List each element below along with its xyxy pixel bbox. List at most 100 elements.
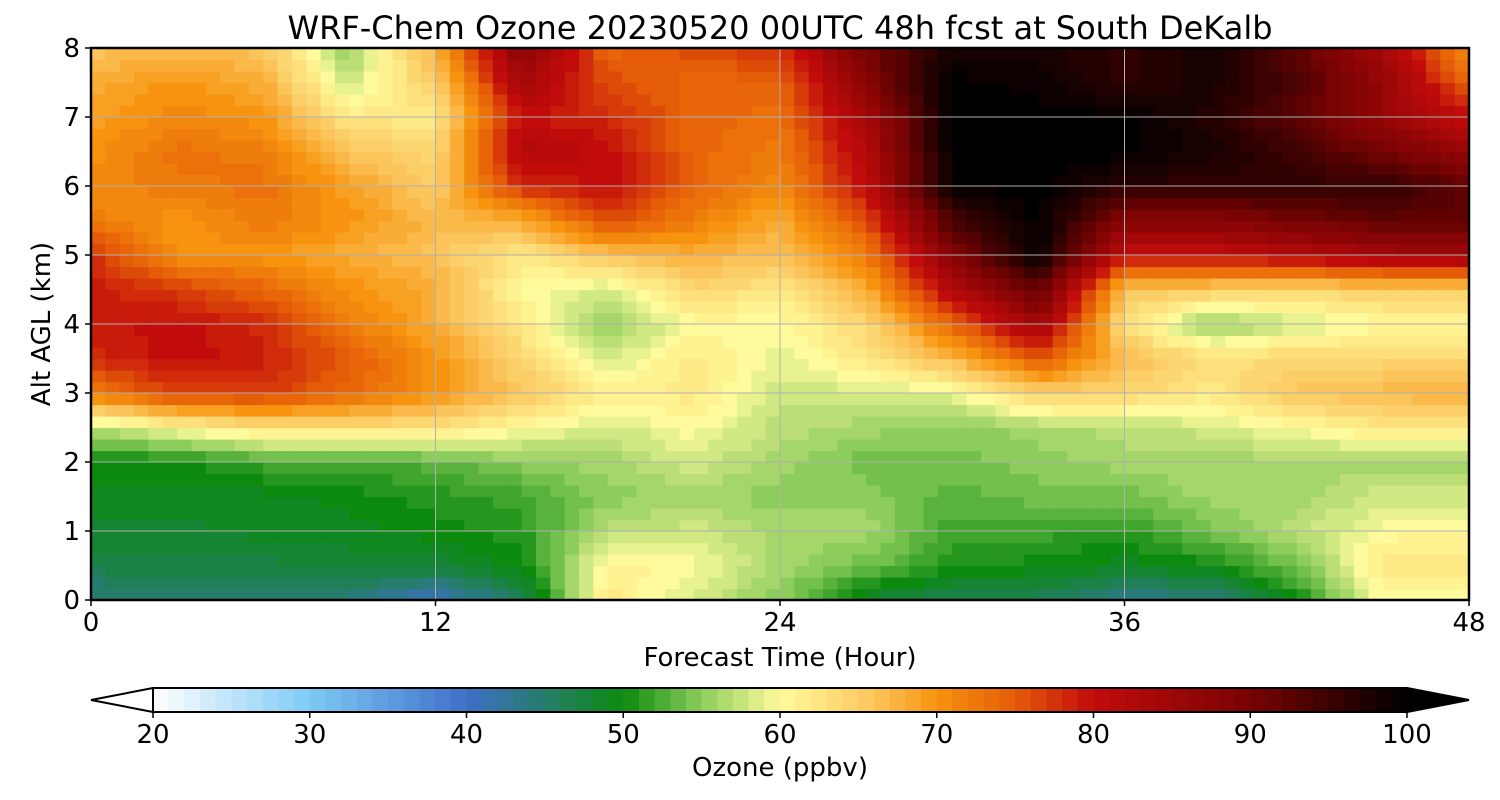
heatmap-cell: [1081, 209, 1097, 222]
heatmap-cell: [492, 565, 508, 578]
heatmap-cell: [492, 347, 508, 360]
heatmap-cell: [191, 347, 207, 360]
heatmap-cell: [1368, 427, 1384, 440]
heatmap-cell: [995, 393, 1011, 406]
heatmap-cell: [1095, 163, 1111, 176]
heatmap-cell: [995, 105, 1011, 118]
heatmap-cell: [1397, 197, 1413, 210]
heatmap-cell: [306, 508, 322, 521]
heatmap-cell: [1425, 128, 1441, 141]
heatmap-cell: [679, 381, 695, 394]
heatmap-cell: [507, 117, 523, 130]
heatmap-cell: [148, 105, 164, 118]
heatmap-cell: [1440, 554, 1456, 567]
heatmap-cell: [607, 462, 623, 475]
heatmap-cell: [550, 335, 566, 348]
heatmap-cell: [607, 473, 623, 486]
heatmap-cell: [478, 174, 494, 187]
heatmap-cell: [1038, 197, 1054, 210]
heatmap-cell: [1440, 209, 1456, 222]
heatmap-cell: [1167, 370, 1183, 383]
heatmap-cell: [1110, 301, 1126, 314]
heatmap-cell: [765, 531, 781, 544]
heatmap-cell: [406, 278, 422, 291]
heatmap-cell: [1052, 278, 1068, 291]
heatmap-cell: [449, 243, 465, 256]
heatmap-cell: [837, 554, 853, 567]
heatmap-cell: [1268, 519, 1283, 532]
heatmap-cell: [751, 232, 767, 245]
heatmap-cell: [1124, 381, 1140, 394]
heatmap-cell: [1067, 94, 1083, 107]
heatmap-cell: [1311, 416, 1327, 429]
heatmap-cell: [736, 370, 752, 383]
heatmap-cell: [521, 496, 537, 509]
heatmap-cell: [736, 531, 752, 544]
heatmap-cell: [1038, 289, 1054, 302]
heatmap-cell: [780, 496, 795, 509]
heatmap-cell: [1440, 266, 1456, 279]
heatmap-cell: [349, 450, 365, 463]
heatmap-cell: [119, 358, 135, 371]
heatmap-cell: [1325, 140, 1341, 153]
heatmap-cell: [579, 554, 594, 567]
heatmap-cell: [1382, 577, 1398, 590]
heatmap-cell: [952, 450, 968, 463]
heatmap-cell: [162, 186, 178, 199]
heatmap-cell: [1181, 439, 1197, 452]
heatmap-cell: [607, 186, 623, 199]
heatmap-cell: [421, 197, 437, 210]
heatmap-cell: [105, 301, 121, 314]
heatmap-cell: [593, 485, 609, 498]
heatmap-cell: [91, 278, 106, 291]
heatmap-cell: [349, 508, 365, 521]
heatmap-cell: [363, 232, 379, 245]
colorbar-swatch: [325, 688, 342, 712]
heatmap-cell: [177, 186, 193, 199]
heatmap-cell: [105, 220, 121, 233]
heatmap-cell: [765, 324, 781, 337]
heatmap-cell: [622, 393, 638, 406]
heatmap-cell: [1311, 140, 1327, 153]
heatmap-cell: [1081, 496, 1097, 509]
heatmap-cell: [1067, 393, 1083, 406]
heatmap-cell: [808, 416, 824, 429]
heatmap-cell: [306, 186, 322, 199]
heatmap-cell: [980, 531, 996, 544]
heatmap-cell: [349, 312, 365, 325]
heatmap-cell: [794, 94, 810, 107]
heatmap-cell: [148, 243, 164, 256]
heatmap-cell: [406, 105, 422, 118]
heatmap-cell: [1009, 565, 1025, 578]
heatmap-cell: [1138, 370, 1154, 383]
heatmap-cell: [263, 312, 279, 325]
heatmap-cell: [966, 59, 982, 72]
heatmap-cell: [205, 462, 221, 475]
heatmap-cell: [980, 59, 996, 72]
heatmap-cell: [234, 358, 250, 371]
heatmap-cell: [607, 542, 623, 555]
heatmap-cell: [91, 347, 106, 360]
heatmap-cell: [535, 335, 551, 348]
heatmap-cell: [1325, 404, 1341, 417]
heatmap-cell: [851, 243, 867, 256]
heatmap-cell: [1253, 347, 1269, 360]
heatmap-cell: [1110, 358, 1126, 371]
heatmap-cell: [306, 82, 322, 95]
heatmap-cell: [91, 324, 106, 337]
heatmap-cell: [291, 59, 307, 72]
heatmap-cell: [1239, 128, 1255, 141]
heatmap-cell: [1382, 427, 1398, 440]
heatmap-cell: [1282, 82, 1298, 95]
heatmap-cell: [607, 554, 623, 567]
heatmap-cell: [1095, 324, 1111, 337]
heatmap-cell: [980, 48, 996, 61]
heatmap-cell: [363, 278, 379, 291]
heatmap-cell: [105, 324, 121, 337]
heatmap-cell: [593, 450, 609, 463]
heatmap-cell: [291, 82, 307, 95]
heatmap-cell: [1411, 462, 1427, 475]
heatmap-cell: [823, 163, 839, 176]
heatmap-cell: [780, 117, 795, 130]
heatmap-cell: [435, 450, 451, 463]
